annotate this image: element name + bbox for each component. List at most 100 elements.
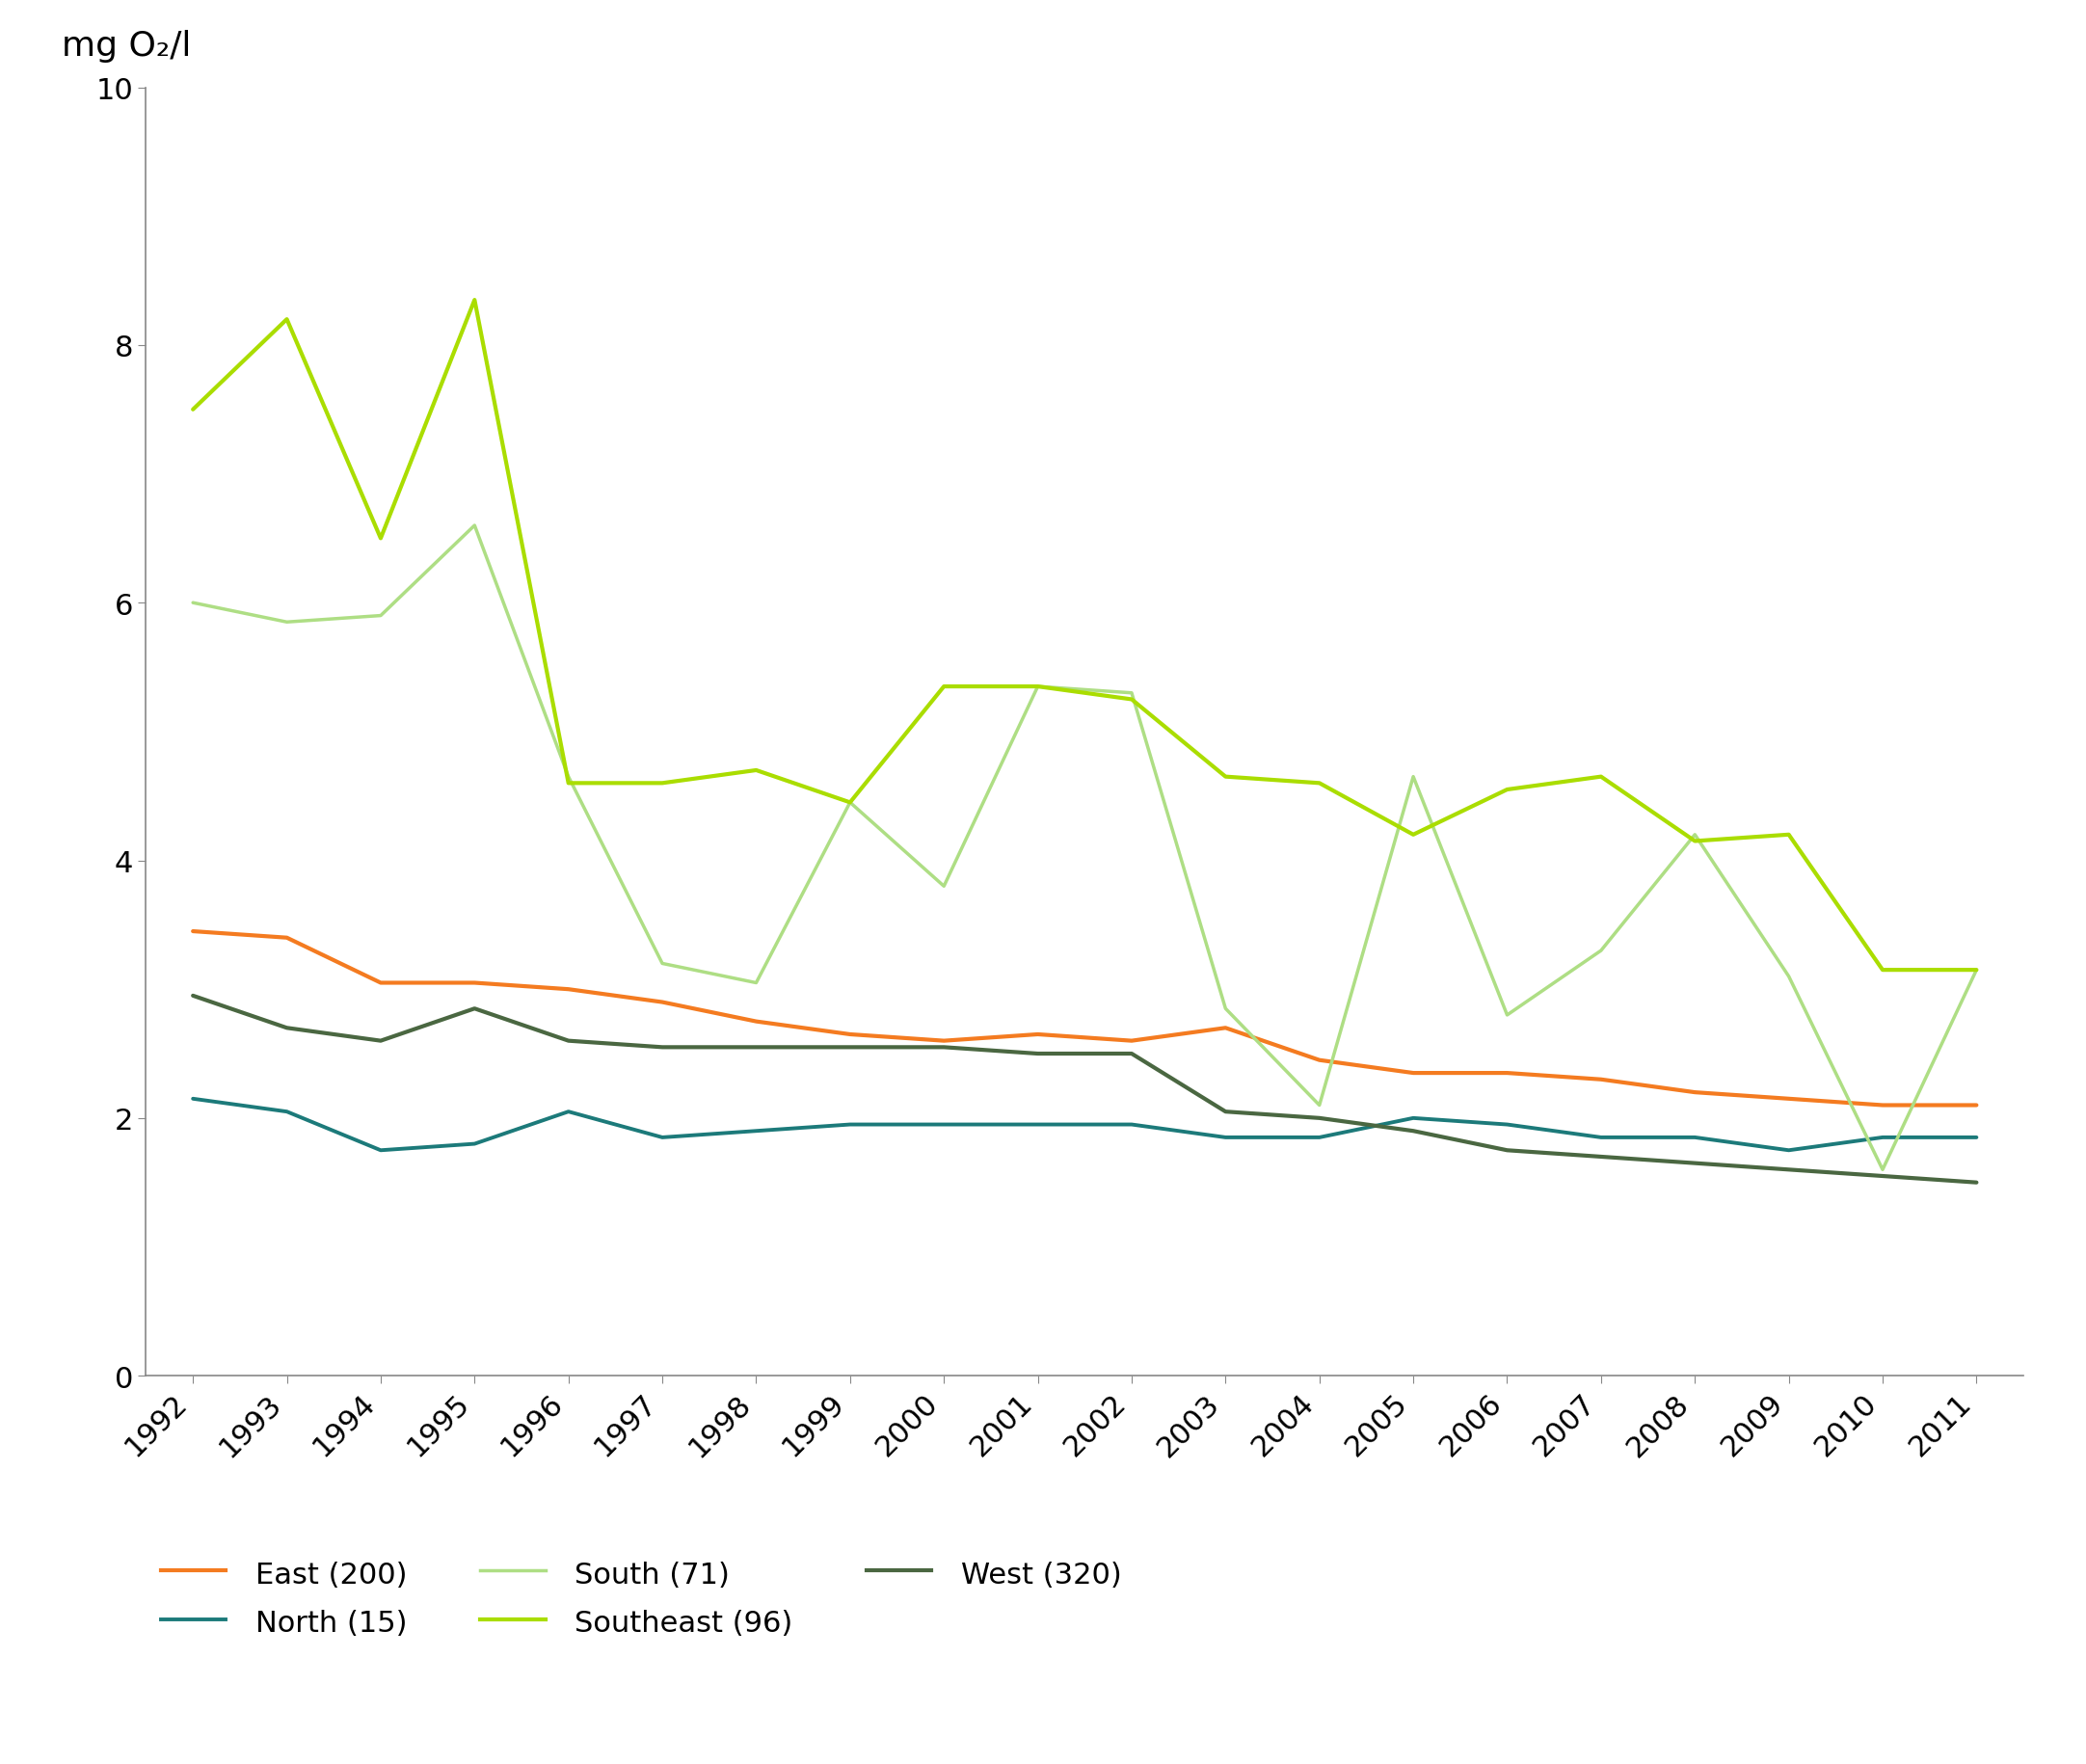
North (15) [1496, 1115, 1521, 1136]
Text: mg O₂/l: mg O₂/l [63, 30, 192, 62]
East (200) [745, 1011, 770, 1032]
North (15) [1402, 1108, 1427, 1129]
North (15) [1777, 1140, 1802, 1161]
South (71) [651, 953, 676, 974]
South (71) [1214, 998, 1239, 1020]
South (71) [1402, 767, 1427, 789]
West (320) [369, 1030, 394, 1051]
Southeast (96) [1026, 676, 1051, 697]
Southeast (96) [181, 400, 207, 422]
Southeast (96) [1214, 767, 1239, 789]
West (320) [1496, 1140, 1521, 1161]
South (71) [1590, 940, 1615, 961]
West (320) [1681, 1154, 1706, 1175]
South (71) [369, 605, 394, 626]
East (200) [369, 972, 394, 993]
West (320) [1965, 1173, 1990, 1194]
North (15) [181, 1088, 207, 1110]
East (200) [932, 1030, 957, 1051]
East (200) [1590, 1069, 1615, 1090]
West (320) [932, 1037, 957, 1058]
North (15) [369, 1140, 394, 1161]
West (320) [1871, 1166, 1896, 1187]
North (15) [1120, 1115, 1145, 1136]
South (71) [1120, 683, 1145, 704]
North (15) [1871, 1127, 1896, 1148]
Southeast (96) [1965, 960, 1990, 981]
Southeast (96) [1777, 824, 1802, 845]
Line: Southeast (96): Southeast (96) [194, 300, 1978, 970]
Legend: East (200), North (15), South (71), Southeast (96), West (320), : East (200), North (15), South (71), Sout… [161, 1558, 1122, 1637]
West (320) [1402, 1120, 1427, 1141]
Line: West (320): West (320) [194, 997, 1978, 1184]
Southeast (96) [557, 773, 582, 794]
West (320) [181, 986, 207, 1007]
North (15) [1590, 1127, 1615, 1148]
East (200) [1681, 1081, 1706, 1102]
North (15) [1026, 1115, 1051, 1136]
Line: East (200): East (200) [194, 931, 1978, 1106]
East (200) [651, 991, 676, 1013]
Southeast (96) [1590, 767, 1615, 789]
North (15) [932, 1115, 957, 1136]
South (71) [932, 877, 957, 898]
North (15) [745, 1120, 770, 1141]
North (15) [275, 1101, 300, 1122]
Southeast (96) [932, 676, 957, 697]
East (200) [1496, 1062, 1521, 1083]
East (200) [1777, 1088, 1802, 1110]
North (15) [839, 1115, 864, 1136]
North (15) [461, 1134, 486, 1155]
Line: South (71): South (71) [194, 526, 1978, 1170]
East (200) [275, 928, 300, 949]
South (71) [745, 972, 770, 993]
West (320) [1214, 1101, 1239, 1122]
Southeast (96) [275, 309, 300, 330]
Southeast (96) [839, 792, 864, 813]
Line: North (15): North (15) [194, 1099, 1978, 1150]
South (71) [557, 767, 582, 789]
Southeast (96) [1871, 960, 1896, 981]
West (320) [461, 998, 486, 1020]
Southeast (96) [1496, 780, 1521, 801]
South (71) [1496, 1005, 1521, 1027]
West (320) [1308, 1108, 1333, 1129]
Southeast (96) [1120, 690, 1145, 711]
West (320) [1777, 1159, 1802, 1180]
Southeast (96) [1308, 773, 1333, 794]
East (200) [1214, 1018, 1239, 1039]
South (71) [275, 612, 300, 633]
South (71) [1308, 1095, 1333, 1117]
West (320) [1590, 1147, 1615, 1168]
East (200) [1871, 1095, 1896, 1117]
Southeast (96) [1402, 824, 1427, 845]
South (71) [839, 792, 864, 813]
South (71) [181, 593, 207, 614]
East (200) [839, 1025, 864, 1046]
South (71) [1965, 960, 1990, 981]
North (15) [651, 1127, 676, 1148]
West (320) [651, 1037, 676, 1058]
East (200) [181, 921, 207, 942]
East (200) [1308, 1050, 1333, 1071]
East (200) [1402, 1062, 1427, 1083]
North (15) [1965, 1127, 1990, 1148]
North (15) [1308, 1127, 1333, 1148]
Southeast (96) [1681, 831, 1706, 852]
East (200) [1120, 1030, 1145, 1051]
West (320) [557, 1030, 582, 1051]
West (320) [275, 1018, 300, 1039]
West (320) [745, 1037, 770, 1058]
West (320) [839, 1037, 864, 1058]
Southeast (96) [745, 760, 770, 781]
North (15) [1214, 1127, 1239, 1148]
West (320) [1120, 1044, 1145, 1065]
South (71) [1681, 824, 1706, 845]
East (200) [1026, 1025, 1051, 1046]
East (200) [1965, 1095, 1990, 1117]
South (71) [1026, 676, 1051, 697]
South (71) [1871, 1159, 1896, 1180]
West (320) [1026, 1044, 1051, 1065]
North (15) [1681, 1127, 1706, 1148]
Southeast (96) [651, 773, 676, 794]
